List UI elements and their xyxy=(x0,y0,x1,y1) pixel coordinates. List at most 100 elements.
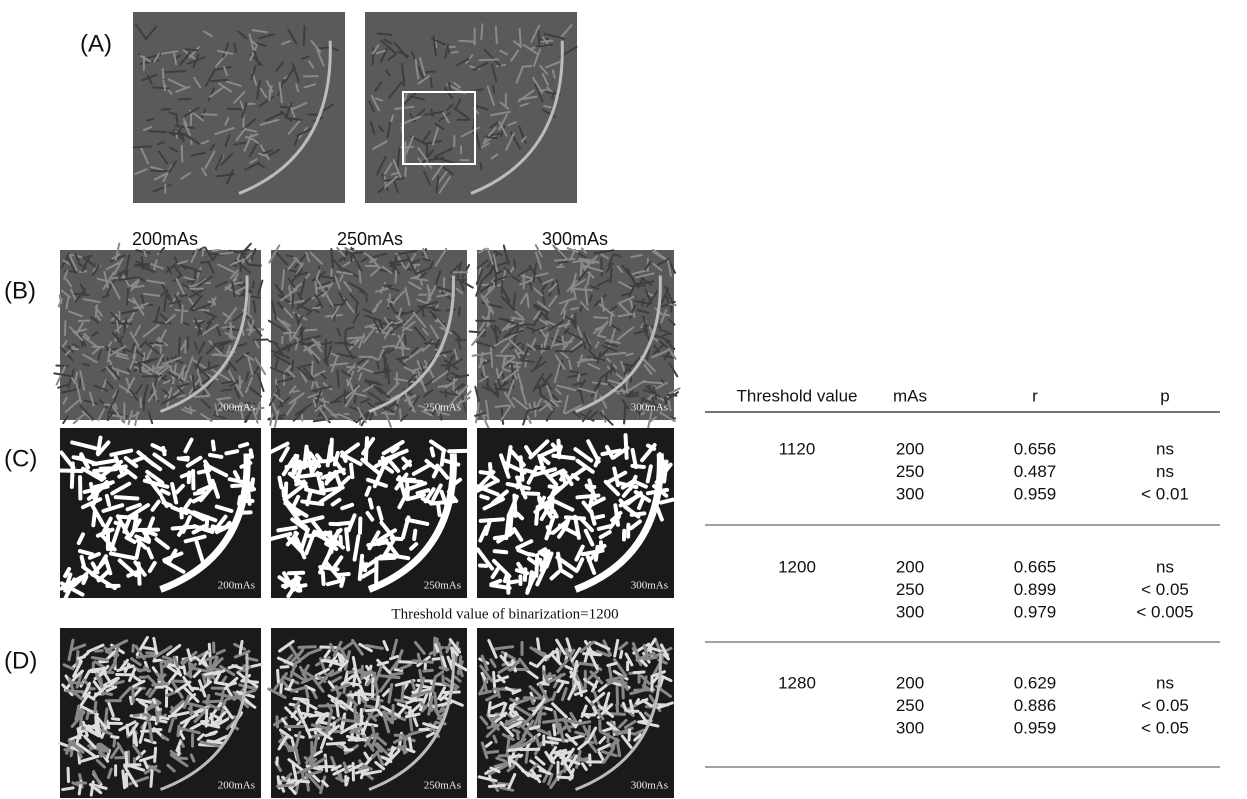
image-label: 200mAs xyxy=(218,580,255,592)
texture xyxy=(162,109,170,110)
image-label: 300mAs xyxy=(631,580,668,592)
texture xyxy=(481,519,503,521)
texture xyxy=(525,470,534,473)
texture xyxy=(372,679,373,697)
texture xyxy=(143,375,162,376)
texture xyxy=(221,390,231,391)
texture xyxy=(56,366,68,367)
image: 200mAs xyxy=(59,428,261,599)
texture xyxy=(339,655,341,661)
texture xyxy=(479,60,498,61)
texture xyxy=(377,362,378,369)
texture xyxy=(367,488,370,495)
panel-label: (C) xyxy=(4,445,37,472)
texture xyxy=(559,262,567,263)
texture xyxy=(554,725,555,735)
texture xyxy=(251,450,252,456)
texture xyxy=(541,683,548,684)
texture xyxy=(210,455,221,457)
texture xyxy=(383,346,394,347)
texture xyxy=(112,737,118,738)
table-cell: < 0.005 xyxy=(1136,602,1193,621)
texture xyxy=(412,680,414,688)
texture xyxy=(63,788,74,790)
texture xyxy=(195,396,210,397)
texture xyxy=(510,513,512,535)
texture xyxy=(579,259,589,260)
table-cell: 0.886 xyxy=(1014,696,1057,715)
texture xyxy=(59,471,82,472)
table-header: p xyxy=(1160,386,1169,405)
column-header: 300mAs xyxy=(542,229,608,249)
texture xyxy=(487,137,497,138)
table-cell: 0.629 xyxy=(1014,673,1057,692)
texture xyxy=(179,458,188,459)
texture xyxy=(348,337,365,338)
texture xyxy=(195,492,204,493)
image-label: 250mAs xyxy=(424,402,461,414)
texture xyxy=(151,170,170,171)
texture xyxy=(153,87,169,88)
texture xyxy=(514,260,515,267)
texture xyxy=(161,663,162,682)
texture xyxy=(514,495,515,515)
texture xyxy=(207,668,220,670)
table-cell: 300 xyxy=(896,602,924,621)
texture xyxy=(362,666,363,678)
texture xyxy=(228,109,242,110)
table-cell: 200 xyxy=(896,673,924,692)
image-label: 200mAs xyxy=(218,780,255,792)
texture xyxy=(139,563,140,583)
table-cell: 1280 xyxy=(778,673,816,692)
texture xyxy=(240,376,241,387)
texture xyxy=(345,332,346,344)
texture xyxy=(127,289,128,305)
texture xyxy=(211,80,227,81)
texture xyxy=(138,656,153,657)
texture xyxy=(277,785,293,786)
texture xyxy=(617,687,618,705)
texture xyxy=(359,270,360,282)
texture xyxy=(144,393,145,411)
texture xyxy=(281,107,289,108)
texture xyxy=(155,748,156,761)
texture xyxy=(139,669,148,670)
texture xyxy=(213,250,219,251)
texture xyxy=(424,72,434,73)
texture xyxy=(105,709,107,726)
image: 250mAs xyxy=(268,245,472,426)
texture xyxy=(302,501,322,504)
texture xyxy=(319,705,338,706)
image: 250mAs xyxy=(269,628,467,798)
panel-label: (D) xyxy=(4,647,37,674)
texture xyxy=(149,131,166,132)
texture xyxy=(360,716,362,724)
table-cell: ns xyxy=(1156,673,1174,692)
texture xyxy=(285,483,286,503)
image xyxy=(365,12,577,203)
texture xyxy=(364,564,366,570)
texture xyxy=(213,442,214,450)
texture xyxy=(659,325,660,331)
texture xyxy=(345,750,352,751)
texture xyxy=(199,526,205,528)
texture xyxy=(67,691,85,692)
texture xyxy=(98,438,101,454)
texture xyxy=(253,282,254,288)
panel-label: (B) xyxy=(4,277,36,304)
texture xyxy=(410,719,411,730)
texture xyxy=(440,668,448,670)
image xyxy=(133,12,345,203)
texture xyxy=(249,265,261,266)
texture xyxy=(178,726,179,736)
image: 250mAs xyxy=(269,428,472,598)
texture xyxy=(489,703,490,714)
table-cell: 250 xyxy=(896,580,924,599)
table-cell: 0.656 xyxy=(1014,439,1057,458)
texture xyxy=(550,486,559,488)
texture xyxy=(621,651,622,657)
texture xyxy=(80,379,81,388)
texture xyxy=(163,661,172,662)
texture xyxy=(391,673,402,675)
texture xyxy=(176,114,177,125)
